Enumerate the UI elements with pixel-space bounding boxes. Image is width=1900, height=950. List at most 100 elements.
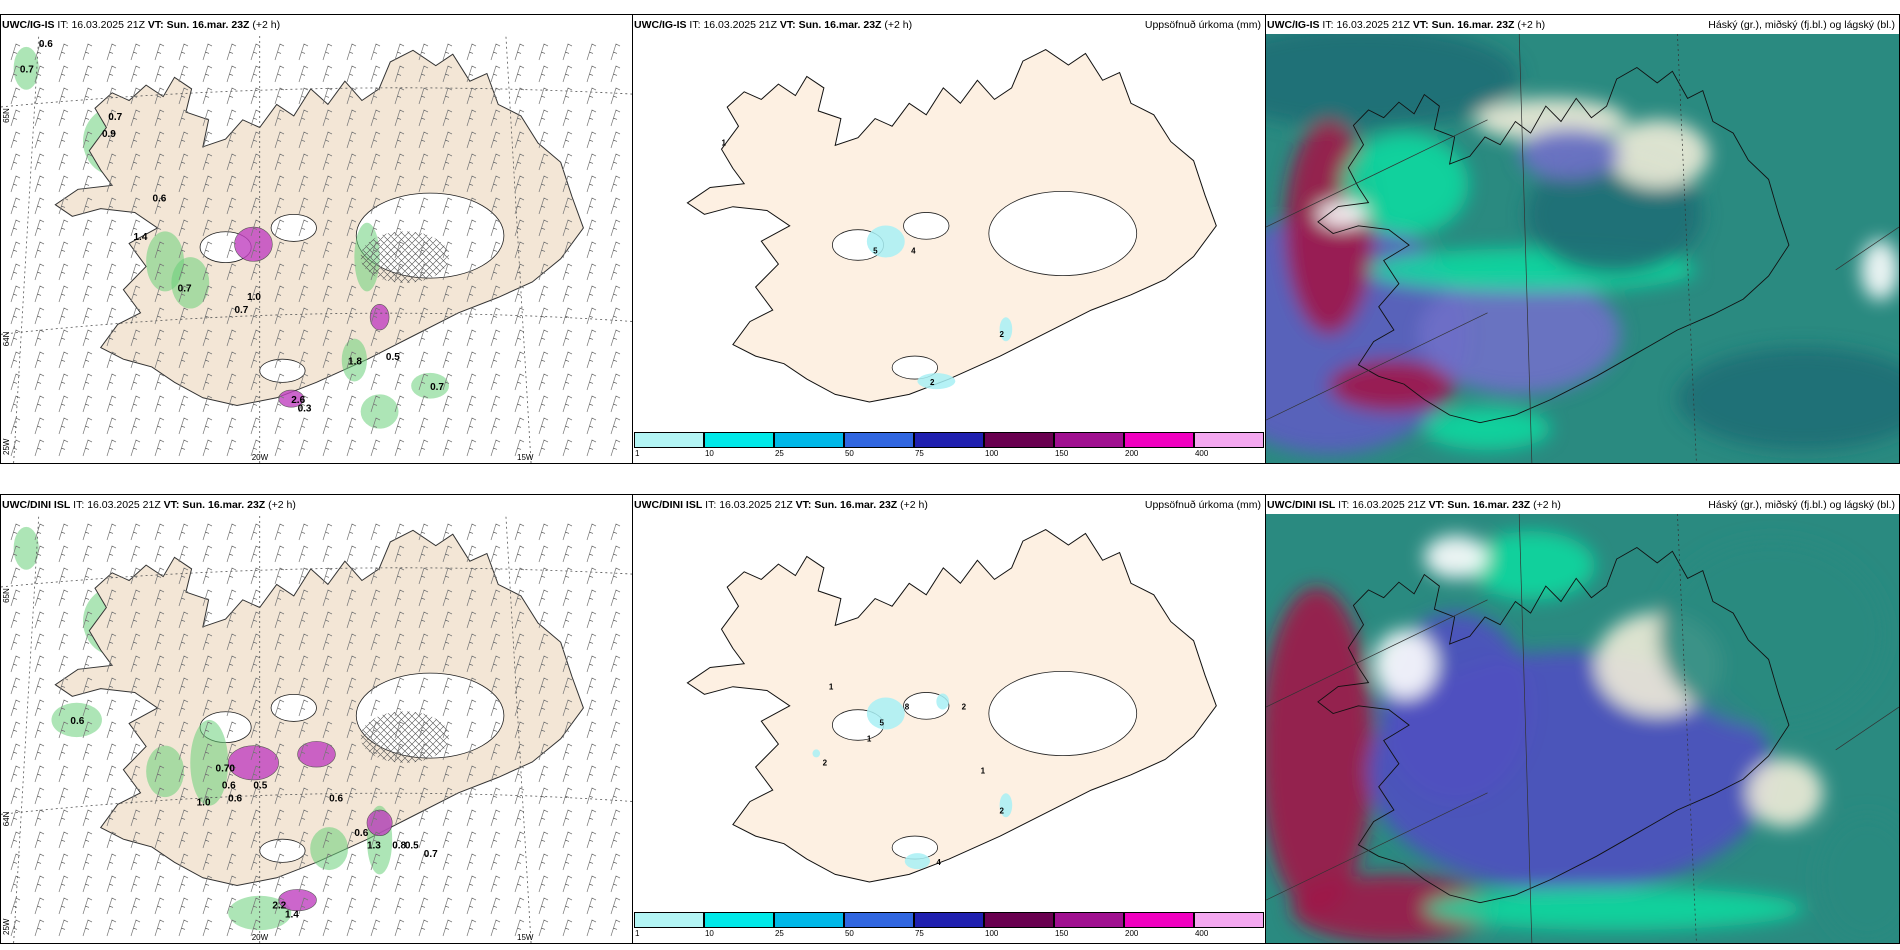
cloud-blob [1329,360,1456,412]
panel-header: UWC/DINI ISL IT: 16.03.2025 21Z VT: Sun.… [2,496,631,514]
value-label: 0.6 [70,716,84,727]
wind-map[interactable]: 65N 64N 25W 20W 15W 0.6 0.7 0.7 0.9 0.6 1.4 0.7 1.0 0… [1,34,632,463]
value-label: 0.9 [102,129,116,140]
colorbar-tick-label: 50 [844,449,854,458]
precip-cell [278,389,305,408]
point-value: 2 [823,758,828,767]
snow-accumulation [51,702,393,931]
value-label: 0.70 [216,763,236,774]
panel-title: Uppsöfnuð úrkoma (mm) [1144,499,1261,511]
precip-cell [936,693,949,710]
colorbar-tick-label: 1 [635,929,640,938]
point-value: 1 [981,766,986,775]
value-label: 0.7 [424,849,438,860]
cloud-map[interactable] [1266,34,1899,463]
panel-dini-wind: UWC/DINI ISL IT: 16.03.2025 21Z VT: Sun.… [0,494,633,944]
cloud-blob [1424,535,1488,579]
precip-map-svg[interactable]: 125 42 [633,34,1265,463]
precip-cells [866,225,1013,390]
point-value: 2 [1000,806,1005,815]
value-label: 1.4 [134,232,148,243]
colorbar-tick-label: 150 [1054,449,1069,458]
point-value: 1 [721,139,726,148]
cloud-blob [1373,629,1437,699]
precip-cell [812,749,821,758]
glacier-myrdalsjokull [891,355,939,380]
value-label: 0.6 [222,781,236,792]
value-label: 2.2 [272,901,286,912]
cloud-blob [1266,586,1374,913]
cloud-blob [1677,347,1899,451]
snow-patch [360,394,399,429]
colorbar-swatch [844,432,914,448]
colorbar-swatch [1124,912,1194,928]
colorbar-swatch [773,432,844,448]
lon-line-15 [505,34,532,463]
lon-label-25: 25W [2,438,11,455]
cloud-blob [1417,274,1621,395]
value-label: 0.3 [298,404,312,415]
value-label: 0.6 [354,828,368,839]
grid-line [1677,514,1697,943]
lon-label-15: 15W [517,453,534,462]
cloud-map-svg[interactable] [1266,514,1899,943]
colorbar-tick-label: 200 [1125,929,1139,938]
point-value: 1 [867,734,872,743]
precip-cell [999,317,1013,342]
panel-ig-precip: UWC/IG-IS IT: 16.03.2025 21Z VT: Sun. 16… [632,14,1266,464]
precip-cell [278,889,317,912]
value-label: 1.0 [247,292,261,303]
precip-cell [297,741,336,768]
grid-line [1518,514,1533,943]
colorbar-swatch [773,912,844,928]
lat-label-65: 65N [2,108,11,123]
cloud-blob [1341,132,1469,236]
heavy-precip [227,741,393,912]
cloud-map[interactable] [1266,514,1899,943]
value-label: 1.8 [348,356,362,367]
point-value: 4 [911,246,916,255]
lon-line-25 [13,514,40,943]
precip-cell [999,793,1013,818]
colorbar-swatch [1054,912,1124,928]
grid-line [1835,226,1899,271]
glacier-myrdalsjokull [259,358,306,383]
colorbar-tick-label: 50 [844,929,854,938]
wind-map[interactable]: 65N 64N 25W 20W 15W 0.6 0.70 0.6 0.6 1.0 0.5 0.6 0.6… [1,514,632,943]
point-values: 1 2 5 4 2 [721,139,1004,387]
value-labels: 0.6 0.7 0.7 0.9 0.6 1.4 0.7 1.0 0.7 1.8 0.5 0.7 2.60… [20,39,444,415]
colorbar-swatch [1193,912,1264,928]
colorbar-tick-label: 10 [704,449,714,458]
precip-cell [866,225,905,258]
value-labels: 0.60.700.60.61.00.50.60.61.3 0.80.50.72.2… [70,716,438,920]
wind-barbs [10,523,621,937]
cloud-blob [1747,758,1824,828]
lon-line-15 [505,514,532,943]
snow-patch [13,46,39,90]
precip-cells [812,693,1013,870]
value-label: 0.7 [20,65,34,76]
iceland-outline [1317,546,1790,904]
grid-line [1518,34,1533,463]
snow-patch [190,719,229,806]
cloud-blob [1316,201,1368,228]
colorbar-swatch [984,432,1054,448]
point-value: 1 [829,683,834,692]
heavy-precip [234,226,390,408]
value-label: 0.5 [386,352,400,363]
value-label: 0.7 [430,382,444,393]
cloud-blob [1424,407,1551,451]
glacier-hatching [360,231,450,283]
grid-line [1835,706,1899,751]
cloud-blob [1468,531,1596,600]
panel-dini-cloud: UWC/DINI ISL IT: 16.03.2025 21Z VT: Sun.… [1265,494,1900,944]
grid-line [1266,119,1488,228]
cloud-map-svg[interactable] [1266,34,1899,463]
value-label: 2.6 [291,395,305,406]
precip-cell [234,226,273,262]
